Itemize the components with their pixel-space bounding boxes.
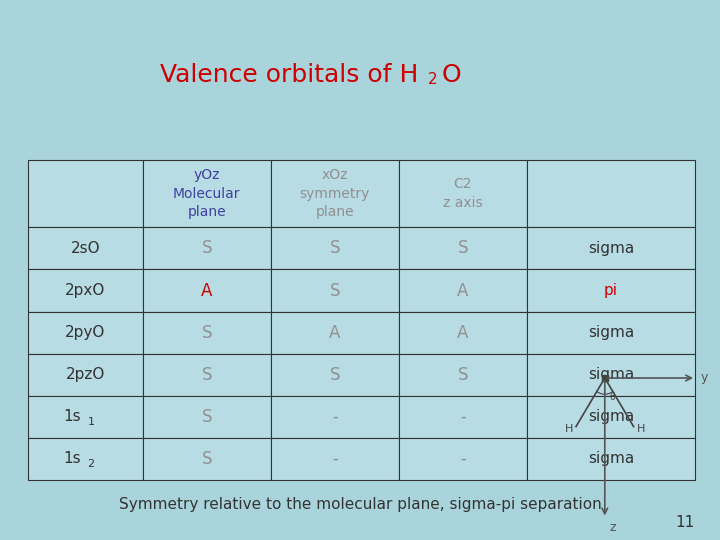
Text: S: S [202, 239, 212, 258]
Bar [527, 396, 695, 438]
Text: θ: θ [610, 392, 616, 402]
Text: sigma: sigma [588, 451, 634, 467]
Bar [271, 354, 399, 396]
Bar [527, 312, 695, 354]
Bar [527, 269, 695, 312]
Bar [143, 354, 271, 396]
Bar [28, 312, 143, 354]
Text: -: - [460, 408, 466, 426]
Text: 1s: 1s [64, 451, 81, 467]
Text: 2pzO: 2pzO [66, 367, 105, 382]
Bar [271, 396, 399, 438]
Bar [271, 269, 399, 312]
Bar [399, 354, 527, 396]
Text: A: A [457, 323, 469, 342]
Bar [399, 160, 527, 227]
Text: -: - [460, 450, 466, 468]
Bar [143, 312, 271, 354]
Bar [143, 269, 271, 312]
Text: A: A [329, 323, 341, 342]
Text: 1: 1 [87, 417, 94, 427]
Bar [399, 312, 527, 354]
Text: S: S [330, 281, 340, 300]
Bar [28, 396, 143, 438]
Text: sigma: sigma [588, 367, 634, 382]
Text: 2: 2 [87, 459, 94, 469]
Bar [143, 227, 271, 269]
Bar [28, 269, 143, 312]
Bar [143, 438, 271, 480]
Bar [399, 396, 527, 438]
Bar [143, 160, 271, 227]
Bar [28, 227, 143, 269]
Text: C2
z axis: C2 z axis [443, 178, 482, 210]
Bar [143, 396, 271, 438]
Bar [28, 438, 143, 480]
Text: A: A [201, 281, 212, 300]
Text: sigma: sigma [588, 325, 634, 340]
Text: Symmetry relative to the molecular plane, sigma-pi separation: Symmetry relative to the molecular plane… [119, 497, 601, 512]
Text: S: S [202, 408, 212, 426]
Text: sigma: sigma [588, 409, 634, 424]
Text: O: O [442, 63, 462, 87]
Bar [527, 438, 695, 480]
Bar [527, 354, 695, 396]
Bar [271, 438, 399, 480]
Bar [527, 160, 695, 227]
Text: H: H [636, 424, 645, 434]
Text: S: S [202, 450, 212, 468]
Bar [527, 227, 695, 269]
Text: 1s: 1s [64, 409, 81, 424]
Bar [399, 438, 527, 480]
Text: A: A [457, 281, 469, 300]
Text: -: - [332, 408, 338, 426]
Bar [271, 312, 399, 354]
Text: 2pxO: 2pxO [66, 283, 106, 298]
Bar [28, 354, 143, 396]
Text: H: H [564, 424, 573, 434]
Bar [399, 227, 527, 269]
Text: S: S [458, 366, 468, 384]
Text: yOz
Molecular
plane: yOz Molecular plane [173, 168, 240, 219]
Text: S: S [202, 366, 212, 384]
Text: S: S [330, 366, 340, 384]
Text: S: S [202, 323, 212, 342]
Text: 2: 2 [428, 72, 438, 87]
Text: y: y [701, 372, 708, 384]
Text: -: - [332, 450, 338, 468]
Text: 2pyO: 2pyO [66, 325, 106, 340]
Text: 11: 11 [676, 515, 695, 530]
Text: xOz
symmetry
plane: xOz symmetry plane [300, 168, 370, 219]
Text: S: S [458, 239, 468, 258]
Text: S: S [330, 239, 340, 258]
Text: sigma: sigma [588, 241, 634, 256]
Bar [271, 160, 399, 227]
Text: Valence orbitals of H: Valence orbitals of H [160, 63, 418, 87]
Bar [271, 227, 399, 269]
Text: 2sO: 2sO [71, 241, 100, 256]
Text: z: z [610, 521, 616, 534]
Text: pi: pi [604, 283, 618, 298]
Bar [399, 269, 527, 312]
Bar [28, 160, 143, 227]
